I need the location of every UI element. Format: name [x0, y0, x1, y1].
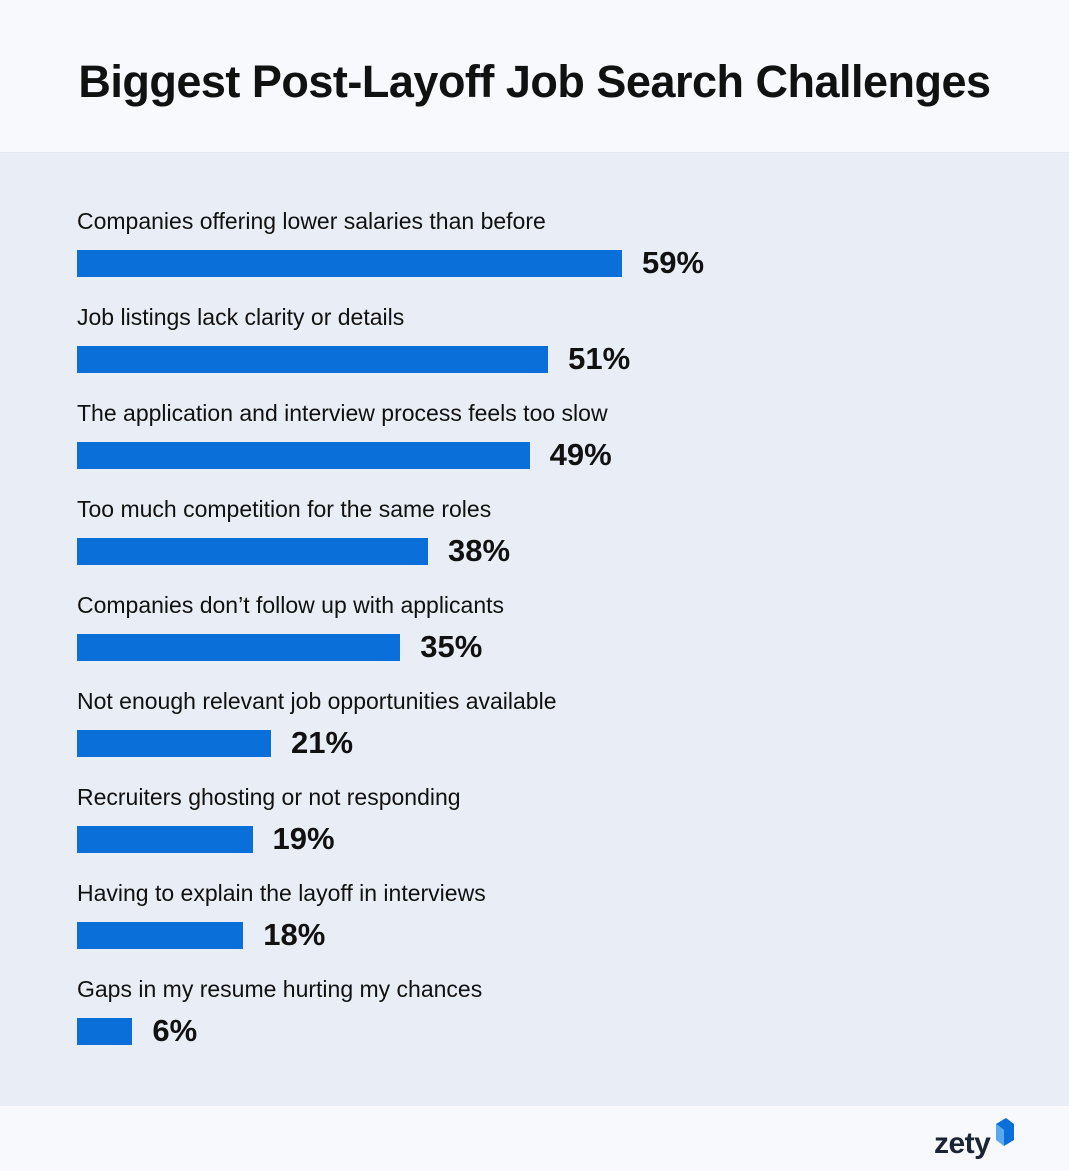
bar	[77, 922, 244, 949]
bar-category-label: Companies offering lower salaries than b…	[77, 208, 546, 234]
bar	[77, 730, 271, 757]
bar-category-label: Not enough relevant job opportunities av…	[77, 688, 557, 714]
footer	[0, 1106, 1069, 1171]
header: Biggest Post-Layoff Job Search Challenge…	[0, 0, 1069, 153]
bar-category-label: Gaps in my resume hurting my chances	[77, 976, 483, 1002]
bar	[77, 826, 253, 853]
bar-category-label: Having to explain the layoff in intervie…	[77, 880, 486, 906]
bar	[77, 538, 429, 565]
bar	[77, 442, 530, 469]
chart-title: Biggest Post-Layoff Job Search Challenge…	[78, 56, 991, 107]
bar-category-label: Job listings lack clarity or details	[77, 304, 405, 330]
bar-value-label: 35%	[420, 629, 483, 664]
bar-value-label: 21%	[290, 725, 354, 760]
bar	[77, 346, 549, 373]
bar-category-label: Recruiters ghosting or not responding	[77, 784, 461, 810]
bar	[77, 1018, 133, 1045]
bar-value-label: 6%	[152, 1013, 198, 1048]
bar-category-label: Too much competition for the same roles	[77, 496, 492, 522]
bar-row: The application and interview process fe…	[77, 398, 977, 488]
bar-value-label: 49%	[549, 437, 612, 472]
bar-category-label: Companies don’t follow up with applicant…	[77, 592, 505, 618]
bar-row: Gaps in my resume hurting my chances 6%	[77, 974, 977, 1064]
bar-value-label: 38%	[448, 533, 511, 568]
bar	[77, 250, 622, 277]
bar-value-label: 19%	[272, 821, 335, 856]
bar-row: Recruiters ghosting or not responding 19%	[77, 782, 977, 872]
zety-logo: zety	[934, 1118, 1015, 1162]
bar-row: Companies offering lower salaries than b…	[77, 206, 977, 296]
zety-logo-mark-icon	[996, 1118, 1015, 1146]
bar-value-label: 51%	[568, 341, 631, 376]
bar-value-label: 18%	[263, 917, 326, 952]
bar-row: Having to explain the layoff in intervie…	[77, 878, 977, 968]
bar-row: Companies don’t follow up with applicant…	[77, 590, 977, 680]
bar-row: Job listings lack clarity or details 51%	[77, 302, 977, 392]
bar-value-label: 59%	[642, 245, 705, 280]
bar	[77, 634, 401, 661]
bar-row: Too much competition for the same roles 3…	[77, 494, 977, 584]
logo-text: zety	[934, 1127, 991, 1160]
bar-row: Not enough relevant job opportunities av…	[77, 686, 977, 776]
bar-category-label: The application and interview process fe…	[77, 400, 608, 426]
